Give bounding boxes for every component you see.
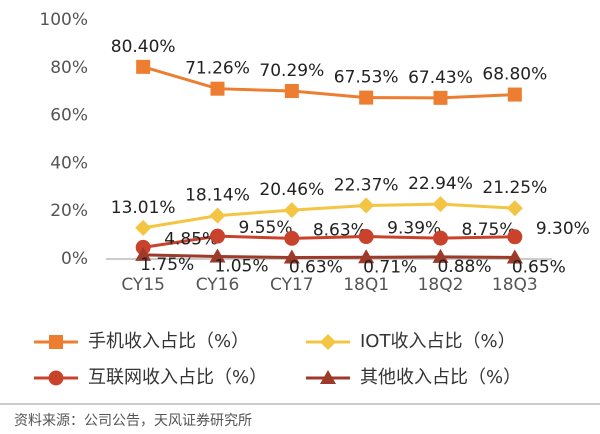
data-label: 20.46% [259, 180, 324, 200]
marker [506, 249, 523, 264]
y-tick-label: 100% [39, 10, 88, 30]
marker [210, 228, 225, 244]
legend-label: 其他收入占比（%） [360, 367, 521, 388]
legend-label: IOT收入占比（%） [360, 331, 516, 352]
data-label: 0.65% [512, 257, 566, 277]
data-label: 68.80% [482, 65, 547, 85]
data-label: 0.88% [437, 257, 491, 277]
marker [359, 90, 374, 105]
legend-marker [49, 335, 63, 349]
legend-marker [320, 370, 336, 384]
data-label: 9.39% [387, 219, 441, 239]
x-tick-label: 18Q1 [343, 275, 389, 295]
marker [283, 202, 300, 219]
data-label: 18.14% [185, 186, 250, 206]
data-label: 8.75% [461, 220, 515, 240]
source-note: 资料来源：公司公告，天风证券研究所 [14, 413, 252, 429]
data-label: 70.29% [259, 61, 324, 81]
x-tick-label: CY17 [270, 275, 314, 295]
marker [358, 229, 374, 245]
data-label: 4.85% [164, 229, 218, 249]
marker [135, 219, 152, 236]
data-label: 1.75% [140, 255, 194, 275]
x-tick-label: CY16 [196, 275, 240, 295]
marker [135, 246, 152, 261]
data-label: 22.94% [408, 174, 473, 194]
series-line [142, 202, 515, 230]
legend-marker [48, 370, 64, 386]
data-label: 8.63% [313, 220, 367, 240]
y-tick-label: 40% [50, 153, 88, 173]
marker [284, 230, 300, 246]
legend-marker [320, 334, 336, 350]
data-label: 21.25% [482, 178, 547, 198]
series-line [142, 65, 515, 100]
legend-label: 手机收入占比（%） [88, 331, 249, 352]
marker [358, 197, 375, 214]
y-tick-label: 0% [61, 249, 88, 269]
data-label: 9.30% [536, 219, 590, 239]
data-label: 0.63% [289, 257, 343, 277]
series-line [142, 234, 515, 249]
marker [210, 81, 225, 96]
y-tick-label: 60% [50, 106, 88, 126]
series-line [143, 253, 515, 259]
marker [209, 248, 226, 263]
marker [432, 248, 449, 263]
legend-label: 互联网收入占比（%） [88, 367, 267, 388]
data-label: 67.43% [408, 68, 473, 88]
x-tick-label: 18Q2 [418, 275, 464, 295]
data-label: 80.40% [111, 37, 176, 57]
x-tick-label: CY15 [121, 275, 165, 295]
marker [507, 229, 523, 245]
y-tick-label: 80% [50, 58, 88, 78]
data-label: 0.71% [363, 257, 417, 277]
data-label: 71.26% [185, 59, 250, 79]
x-tick-label: 18Q3 [492, 275, 538, 295]
data-label: 9.55% [238, 218, 292, 238]
marker [209, 207, 226, 224]
y-tick-label: 20% [50, 201, 88, 221]
data-label: 13.01% [111, 198, 176, 218]
marker [283, 249, 300, 264]
marker [507, 87, 522, 102]
marker [432, 196, 449, 213]
marker [284, 84, 299, 99]
data-label: 1.05% [214, 256, 268, 276]
marker [433, 90, 448, 105]
data-label: 22.37% [334, 176, 399, 196]
marker [433, 230, 448, 246]
marker [136, 59, 151, 74]
marker [358, 249, 375, 264]
data-label: 67.53% [334, 68, 399, 88]
marker [506, 200, 523, 217]
